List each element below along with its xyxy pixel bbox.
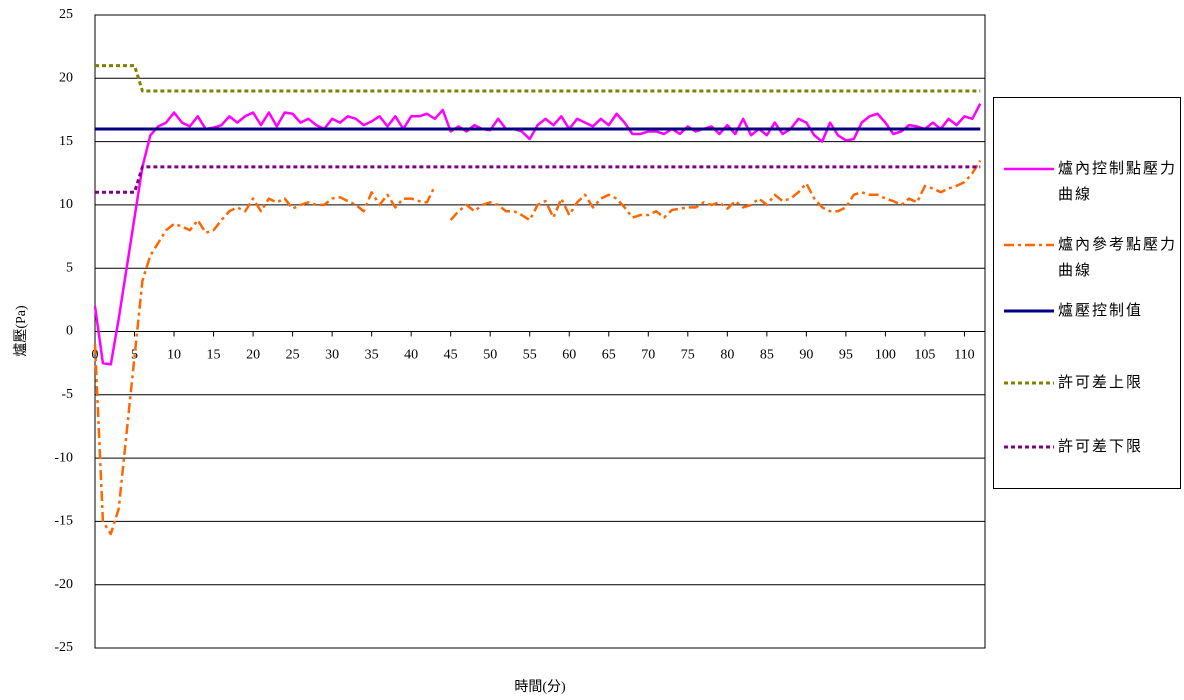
legend-label: 爐內控制點壓力曲線 bbox=[1058, 161, 1178, 203]
series-line bbox=[95, 165, 981, 194]
x-tick-label: 80 bbox=[720, 348, 734, 363]
x-tick-label: 50 bbox=[483, 348, 497, 363]
y-tick-label: -5 bbox=[61, 387, 73, 402]
x-tick-label: 90 bbox=[799, 348, 813, 363]
y-tick-label: 10 bbox=[59, 197, 73, 212]
x-tick-label: 20 bbox=[246, 348, 260, 363]
legend-label: 許可差下限 bbox=[1058, 439, 1144, 455]
y-axis-label: 爐壓(Pa) bbox=[13, 305, 29, 357]
x-tick-label: 95 bbox=[839, 348, 853, 363]
x-tick-label: 45 bbox=[444, 348, 458, 363]
x-tick-label: 75 bbox=[681, 348, 695, 363]
y-tick-label: -25 bbox=[54, 640, 73, 655]
x-tick-label: 110 bbox=[954, 348, 974, 363]
y-tick-label: 15 bbox=[59, 134, 73, 149]
legend-label: 許可差上限 bbox=[1058, 375, 1144, 391]
x-tick-label: 0 bbox=[92, 348, 99, 363]
x-tick-label: 55 bbox=[523, 348, 537, 363]
series-line bbox=[93, 103, 982, 366]
series-line bbox=[95, 64, 981, 93]
x-tick-label: 105 bbox=[914, 348, 935, 363]
y-tick-label: -10 bbox=[54, 450, 73, 465]
y-tick-label: 0 bbox=[66, 324, 73, 339]
legend: 爐內控制點壓力曲線 爐內參考點壓力曲線爐壓控制值許可差上限許可差下限 bbox=[993, 97, 1181, 489]
x-tick-label: 30 bbox=[325, 348, 339, 363]
x-tick-label: 85 bbox=[760, 348, 774, 363]
x-axis-label: 時間(分) bbox=[514, 679, 566, 695]
y-tick-label: 20 bbox=[59, 71, 73, 86]
x-tick-label: 40 bbox=[404, 348, 418, 363]
series-line bbox=[93, 159, 982, 536]
legend-swatch bbox=[1004, 445, 1054, 449]
legend-swatch bbox=[1004, 167, 1054, 171]
legend-swatch bbox=[1004, 309, 1054, 313]
y-tick-label: -15 bbox=[54, 514, 73, 529]
legend-label: 爐壓控制值 bbox=[1058, 303, 1144, 319]
x-tick-label: 100 bbox=[875, 348, 896, 363]
y-tick-label: 25 bbox=[59, 7, 73, 22]
x-tick-label: 25 bbox=[286, 348, 300, 363]
legend-swatch bbox=[1004, 381, 1054, 385]
x-tick-label: 65 bbox=[602, 348, 616, 363]
legend-label: 爐內參考點壓力曲線 bbox=[1058, 237, 1178, 279]
x-tick-label: 35 bbox=[365, 348, 379, 363]
x-tick-label: 15 bbox=[207, 348, 221, 363]
x-tick-label: 10 bbox=[167, 348, 181, 363]
x-tick-label: 60 bbox=[562, 348, 576, 363]
legend-swatch bbox=[1004, 243, 1054, 247]
y-tick-label: 5 bbox=[66, 260, 73, 275]
y-tick-label: -20 bbox=[54, 577, 73, 592]
x-tick-label: 70 bbox=[641, 348, 655, 363]
